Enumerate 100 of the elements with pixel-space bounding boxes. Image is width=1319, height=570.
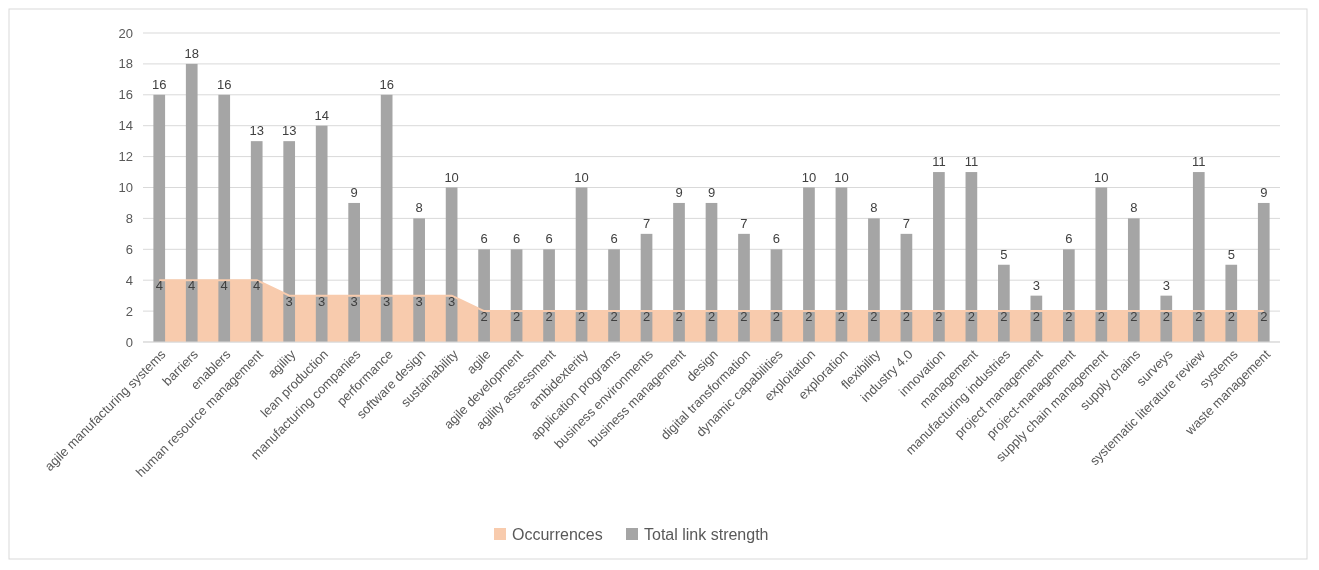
data-label: 5 xyxy=(1227,246,1235,262)
data-label: 9 xyxy=(675,184,683,200)
bar xyxy=(218,94,231,342)
data-label: 2 xyxy=(740,309,748,325)
data-label: 2 xyxy=(1032,309,1040,325)
data-label: 7 xyxy=(740,215,748,231)
y-tick-label: 18 xyxy=(118,56,133,72)
data-label: 2 xyxy=(935,309,943,325)
bar xyxy=(738,233,750,342)
bar xyxy=(1095,187,1108,342)
data-label: 3 xyxy=(285,293,293,309)
data-label: 5 xyxy=(1000,246,1008,262)
y-tick-label: 6 xyxy=(125,241,133,257)
legend-label: Occurrences xyxy=(512,525,603,543)
y-tick-label: 8 xyxy=(125,210,133,226)
data-label: 2 xyxy=(1260,309,1268,325)
bar xyxy=(673,202,685,342)
data-label: 2 xyxy=(1195,309,1203,325)
data-label: 10 xyxy=(574,169,589,185)
bar xyxy=(1225,264,1238,342)
data-label: 2 xyxy=(675,309,683,325)
y-tick-label: 10 xyxy=(118,180,133,196)
data-label: 2 xyxy=(805,309,813,325)
data-label: 6 xyxy=(772,231,781,247)
data-label: 16 xyxy=(152,76,167,92)
data-label: 2 xyxy=(1065,309,1073,325)
bar xyxy=(575,187,588,342)
bar xyxy=(380,94,393,342)
bar xyxy=(413,218,425,342)
data-label: 6 xyxy=(545,231,553,247)
data-label: 2 xyxy=(480,309,488,325)
y-tick-label: 20 xyxy=(118,25,133,41)
bar xyxy=(1127,218,1140,342)
data-label: 3 xyxy=(383,293,391,309)
data-label: 11 xyxy=(1192,154,1206,170)
data-label: 9 xyxy=(707,184,716,200)
data-label: 3 xyxy=(350,293,358,309)
data-label: 2 xyxy=(512,309,521,325)
data-label: 2 xyxy=(870,309,878,325)
bar xyxy=(705,202,718,342)
data-label: 3 xyxy=(1162,277,1170,293)
data-label: 2 xyxy=(1000,309,1008,325)
bar xyxy=(965,172,978,342)
y-tick-label: 4 xyxy=(125,272,133,288)
data-label: 3 xyxy=(448,293,456,309)
data-label: 2 xyxy=(577,309,586,325)
data-label: 2 xyxy=(1130,309,1138,325)
bar xyxy=(1192,172,1205,342)
bar xyxy=(250,141,263,342)
data-label: 2 xyxy=(772,309,781,325)
bar xyxy=(348,202,360,342)
data-label: 6 xyxy=(1065,231,1073,247)
bar xyxy=(1257,202,1270,342)
bar xyxy=(283,141,296,342)
data-label: 4 xyxy=(188,278,196,294)
data-label: 2 xyxy=(1162,309,1170,325)
data-label: 2 xyxy=(837,309,846,325)
data-label: 13 xyxy=(281,123,297,139)
bar xyxy=(933,172,945,342)
bar xyxy=(868,218,880,342)
y-tick-label: 2 xyxy=(125,303,133,319)
data-label: 2 xyxy=(967,309,975,325)
data-label: 2 xyxy=(902,309,911,325)
data-label: 6 xyxy=(610,231,618,247)
legend-label: Total link strength xyxy=(644,525,769,543)
data-label: 16 xyxy=(216,76,232,92)
data-label: 6 xyxy=(512,231,521,247)
data-label: 2 xyxy=(707,309,716,325)
data-label: 13 xyxy=(249,123,264,139)
bar xyxy=(608,249,620,342)
y-tick-label: 16 xyxy=(118,87,133,103)
data-label: 2 xyxy=(610,309,618,325)
bar xyxy=(153,94,166,342)
data-label: 11 xyxy=(964,154,979,170)
data-label: 10 xyxy=(834,169,849,185)
data-label: 6 xyxy=(480,231,488,247)
y-tick-label: 0 xyxy=(125,334,133,350)
bar xyxy=(185,63,198,342)
data-label: 2 xyxy=(642,309,651,325)
data-label: 10 xyxy=(801,169,817,185)
data-label: 8 xyxy=(870,200,878,216)
data-label: 3 xyxy=(1032,277,1040,293)
bar xyxy=(478,249,490,342)
data-label: 11 xyxy=(932,154,946,170)
data-label: 2 xyxy=(545,309,553,325)
bar xyxy=(835,187,848,342)
data-label: 4 xyxy=(253,278,261,294)
data-label: 10 xyxy=(1094,169,1109,185)
data-label: 9 xyxy=(350,184,358,200)
data-label: 4 xyxy=(220,278,228,294)
bar xyxy=(803,187,815,342)
data-label: 7 xyxy=(902,215,911,231)
data-label: 7 xyxy=(642,215,651,231)
data-label: 8 xyxy=(1130,200,1138,216)
y-tick-label: 12 xyxy=(118,149,133,165)
data-label: 9 xyxy=(1260,184,1268,200)
data-label: 14 xyxy=(314,107,329,123)
bar xyxy=(1063,249,1075,342)
data-label: 2 xyxy=(1227,309,1235,325)
data-label: 10 xyxy=(444,169,459,185)
